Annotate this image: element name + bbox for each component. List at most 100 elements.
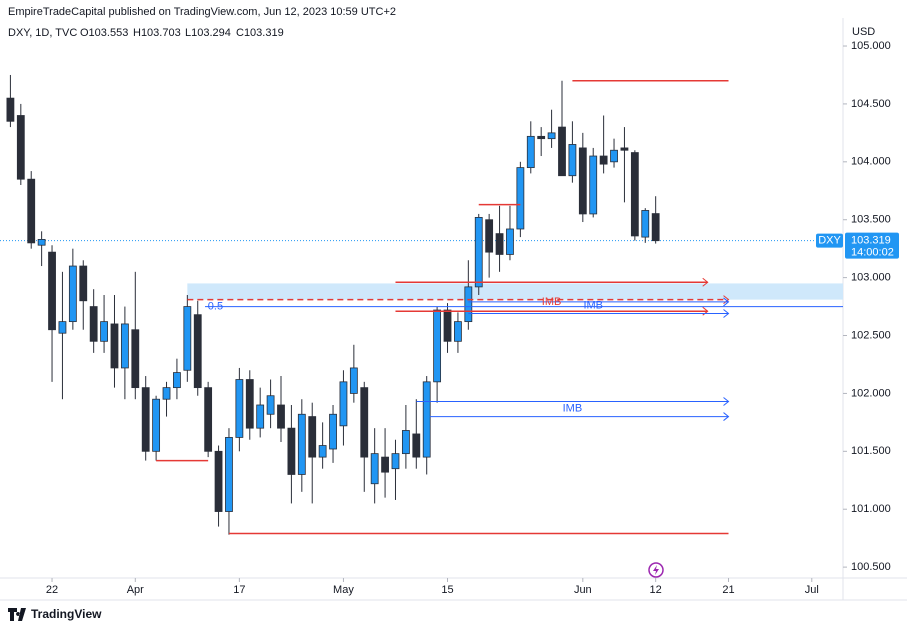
candle xyxy=(68,248,77,330)
candle xyxy=(454,312,462,353)
x-tick-label: Jul xyxy=(805,584,819,596)
candle xyxy=(526,121,535,174)
candle-body xyxy=(141,387,150,452)
candle xyxy=(651,196,660,244)
x-tick-label: 15 xyxy=(441,584,453,596)
candle xyxy=(495,205,504,272)
candle-body xyxy=(412,433,421,458)
candle xyxy=(297,399,306,492)
candle xyxy=(318,422,327,469)
candle xyxy=(6,74,15,128)
candle-body xyxy=(58,321,67,334)
candle xyxy=(568,121,577,183)
candle xyxy=(485,213,494,278)
x-tick-label: Jun xyxy=(574,584,592,596)
candle-body xyxy=(131,329,140,389)
legend-ohlc: DXY, 1D, TVC O103.553 H103.703 L103.294 … xyxy=(8,27,284,39)
candle-body xyxy=(641,210,650,238)
y-tick-label: 103.000 xyxy=(851,272,891,284)
candle-body xyxy=(433,309,442,383)
candle xyxy=(131,271,140,400)
candle-body xyxy=(100,321,108,342)
y-tick-label: 102.000 xyxy=(851,387,891,399)
candle xyxy=(370,428,379,504)
candle xyxy=(162,381,171,417)
price-tag: 103.319 xyxy=(851,235,891,247)
candle xyxy=(360,381,369,492)
candle xyxy=(578,132,587,223)
candle-body xyxy=(193,314,202,389)
candle xyxy=(391,439,400,500)
candle xyxy=(48,245,56,382)
y-tick-label: 105.000 xyxy=(851,40,891,52)
candle xyxy=(89,289,98,353)
candle-body xyxy=(589,155,598,215)
candle-body xyxy=(37,239,46,246)
candle xyxy=(214,445,223,527)
candle xyxy=(381,428,389,498)
candle xyxy=(235,367,244,452)
candle xyxy=(641,208,650,243)
candle-body xyxy=(547,132,556,140)
level-arrow xyxy=(723,412,730,421)
candle-body xyxy=(506,228,514,255)
candle xyxy=(173,358,181,400)
imbalance-zone xyxy=(187,283,844,300)
candle xyxy=(37,231,46,267)
candle-body xyxy=(204,387,213,452)
candle-body xyxy=(48,251,56,331)
brand: TradingView xyxy=(31,607,102,621)
candle-body xyxy=(245,379,254,429)
candle-body xyxy=(651,213,660,242)
candle xyxy=(558,80,566,177)
candle-body xyxy=(79,265,88,302)
candle xyxy=(225,428,233,535)
y-tick-label: 101.500 xyxy=(851,445,891,457)
ohlc-high: H103.703 xyxy=(133,27,181,39)
candle xyxy=(152,395,161,461)
candle-body xyxy=(256,404,265,429)
y-tick-label: 101.000 xyxy=(851,503,891,515)
level xyxy=(429,412,730,421)
candle xyxy=(58,271,67,400)
candle-body xyxy=(297,413,306,475)
candle-body xyxy=(266,395,275,415)
candle xyxy=(27,171,36,249)
candle-body xyxy=(370,453,379,485)
candle-body xyxy=(485,219,494,253)
candle xyxy=(120,306,129,400)
candle xyxy=(610,138,618,168)
symbol-tag: DXY xyxy=(818,235,841,247)
candle-body xyxy=(454,321,462,342)
annotation: 0.5 xyxy=(208,300,223,312)
candle-body xyxy=(110,323,119,369)
annotation: IMB xyxy=(563,402,583,414)
level-arrow xyxy=(723,309,730,318)
candle-body xyxy=(225,437,233,512)
level-arrow xyxy=(723,297,730,307)
candle-body xyxy=(401,430,410,455)
ohlc-low: L103.294 xyxy=(185,27,231,39)
candle-body xyxy=(162,387,171,400)
candle xyxy=(339,370,348,446)
candle xyxy=(277,376,285,443)
candle-body xyxy=(526,135,535,169)
candle xyxy=(474,213,483,295)
candle xyxy=(506,205,514,261)
candle-body xyxy=(360,387,369,458)
candle-body xyxy=(214,450,223,512)
candle xyxy=(245,370,254,440)
candle-body xyxy=(495,233,504,255)
candle-body xyxy=(308,416,317,458)
candle-body xyxy=(464,286,473,323)
candle-body xyxy=(537,135,546,140)
x-tick-label: Apr xyxy=(127,584,144,596)
logo: TradingView xyxy=(8,607,102,621)
candle xyxy=(464,260,473,330)
candle-body xyxy=(620,147,629,151)
ohlc-open: O103.553 xyxy=(80,27,128,39)
candle xyxy=(422,376,431,475)
candle xyxy=(537,127,546,157)
y-tick-label: 104.500 xyxy=(851,98,891,110)
x-tick-label: 17 xyxy=(233,584,245,596)
